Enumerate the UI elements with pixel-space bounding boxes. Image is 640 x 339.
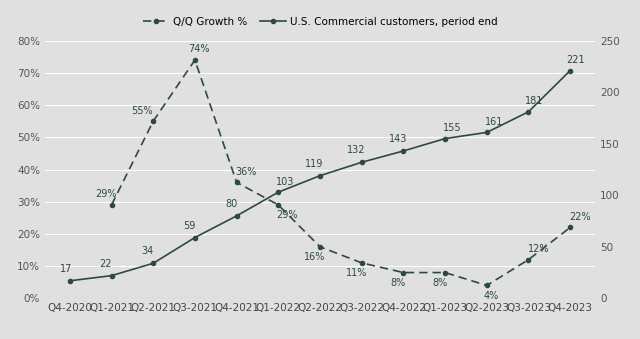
Text: 161: 161 [484,117,503,127]
Text: 12%: 12% [527,244,549,254]
Text: 34: 34 [141,246,154,256]
Text: 181: 181 [525,96,543,106]
Text: 119: 119 [305,159,324,169]
Text: 11%: 11% [346,268,367,278]
Text: 143: 143 [388,134,407,144]
Text: 155: 155 [443,123,461,133]
Text: 74%: 74% [188,44,210,55]
Text: 55%: 55% [131,106,153,116]
Text: 16%: 16% [304,252,325,262]
Text: 221: 221 [566,55,585,65]
Text: 22%: 22% [569,212,591,222]
Text: 59: 59 [183,221,196,231]
Text: 29%: 29% [95,190,116,199]
Text: 132: 132 [347,145,365,155]
Text: 8%: 8% [432,278,447,288]
Text: 17: 17 [60,264,72,274]
Text: 103: 103 [276,177,294,186]
Text: 22: 22 [100,259,112,269]
Text: 80: 80 [225,199,237,209]
Text: 4%: 4% [483,291,499,301]
Text: 8%: 8% [390,278,406,288]
Legend: Q/Q Growth %, U.S. Commercial customers, period end: Q/Q Growth %, U.S. Commercial customers,… [138,13,502,31]
Text: 36%: 36% [236,167,257,177]
Text: 29%: 29% [276,210,298,220]
